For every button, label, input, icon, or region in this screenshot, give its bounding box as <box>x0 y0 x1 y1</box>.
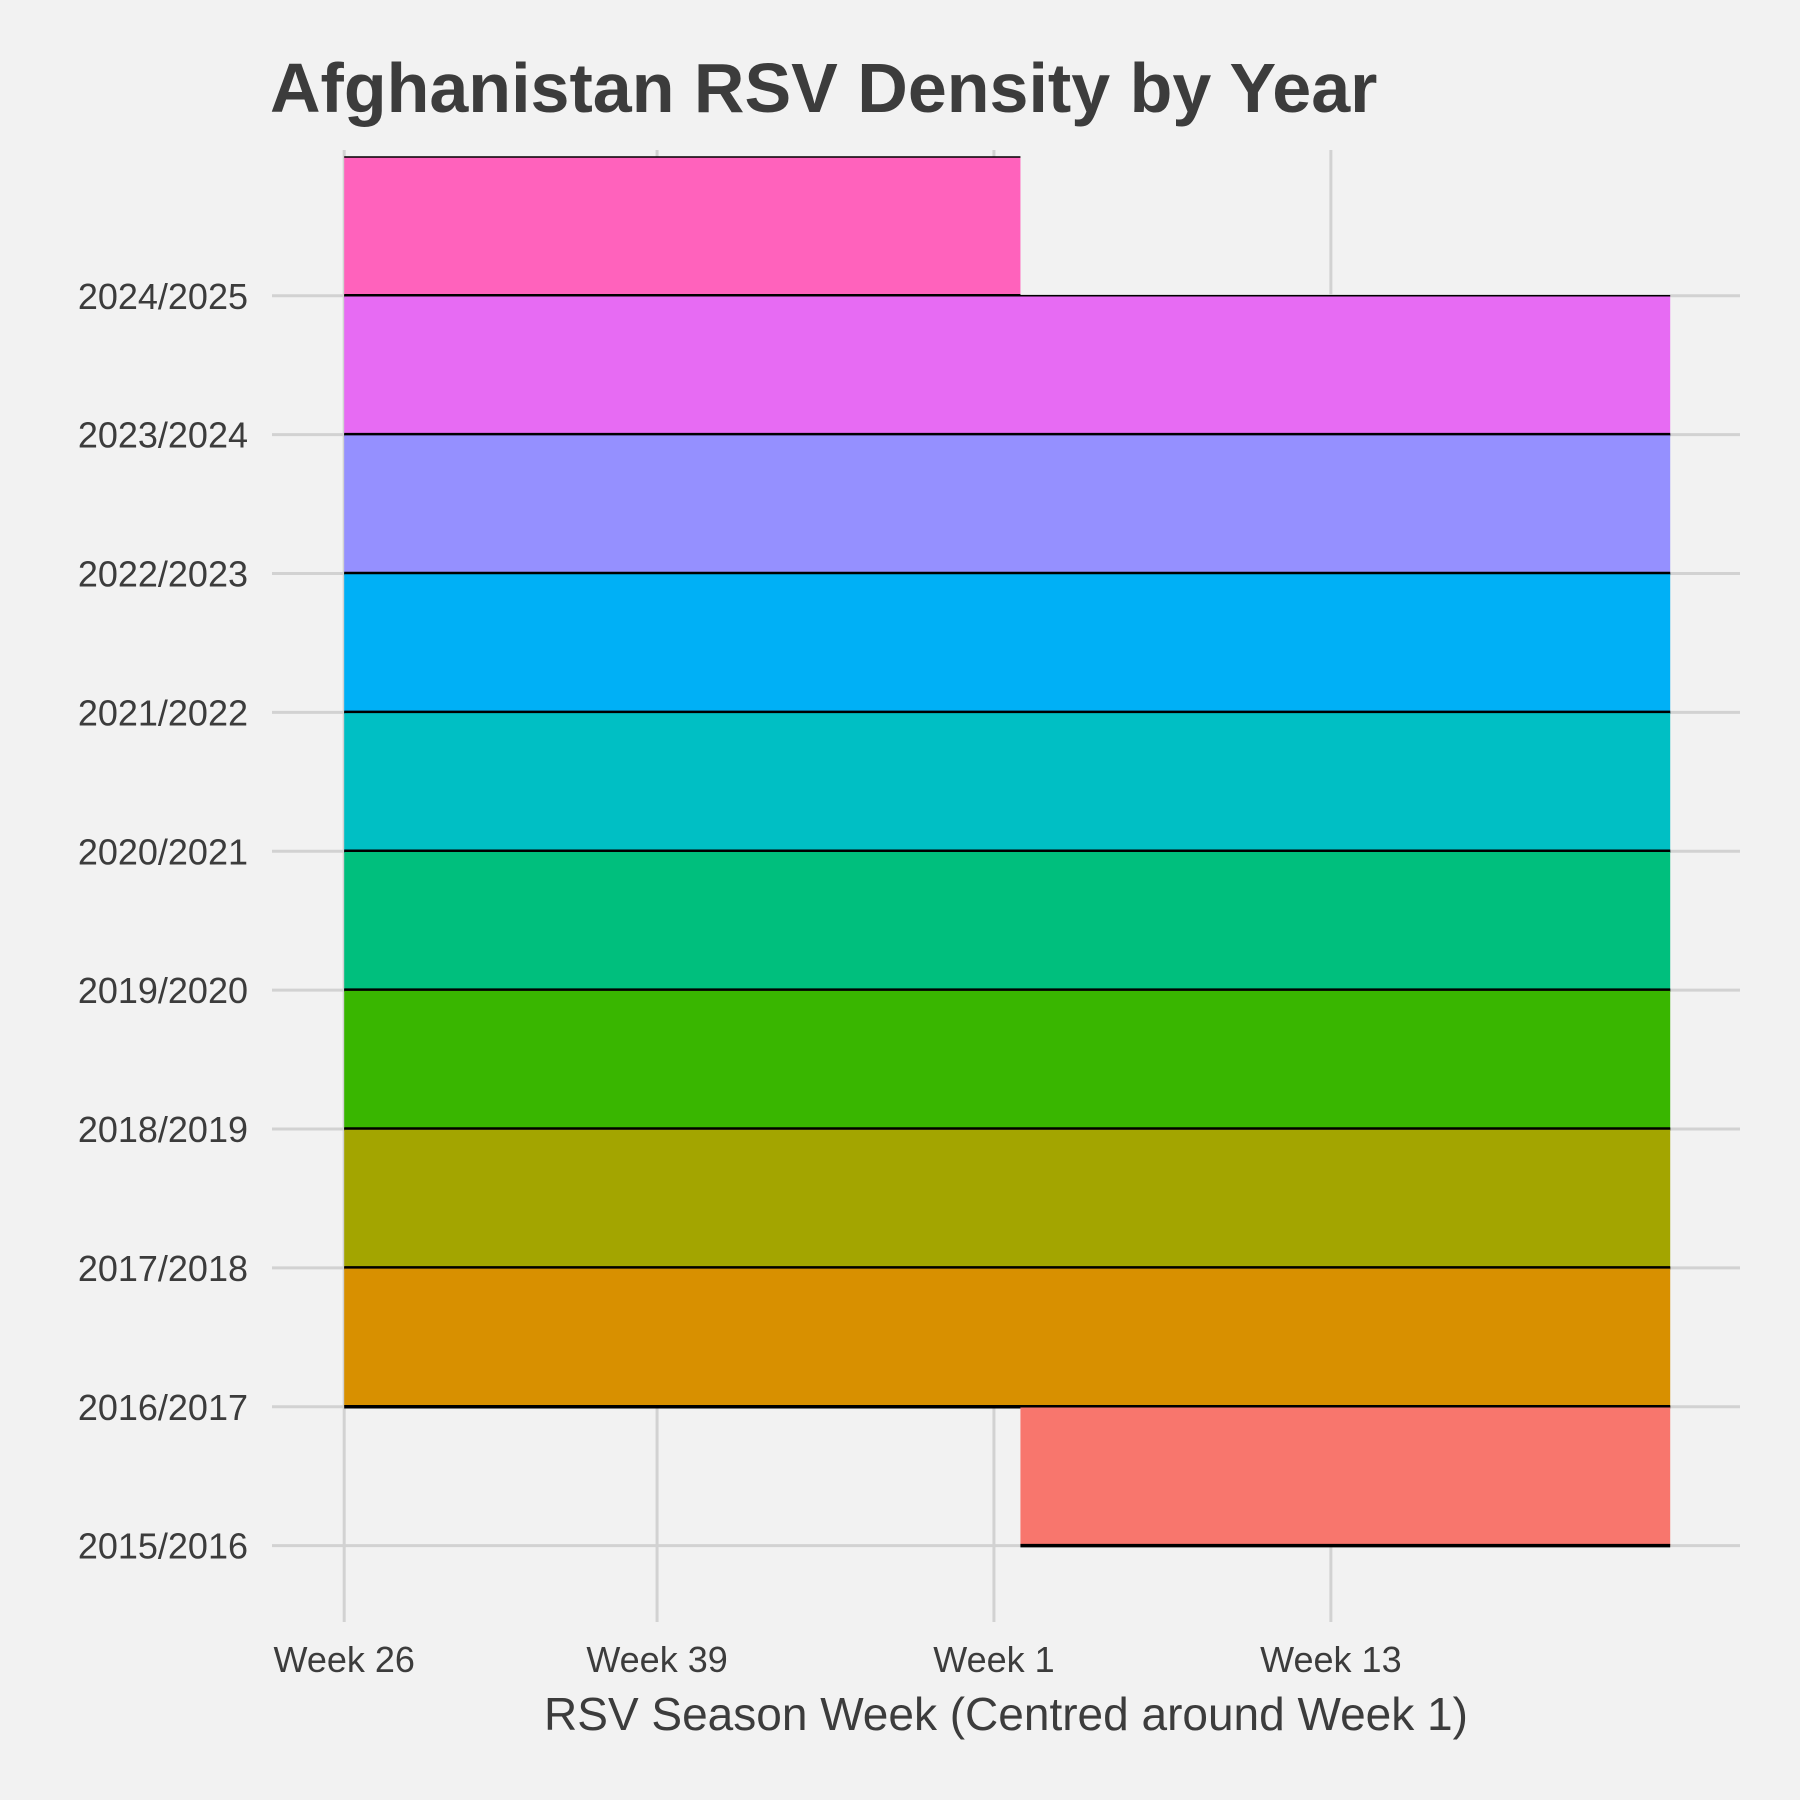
ridge-fill <box>344 990 1671 1130</box>
ridge-fill <box>344 434 1671 574</box>
ridge-fill <box>344 156 1021 296</box>
ridge-fill <box>1020 1406 1671 1546</box>
y-tick-label: 2016/2017 <box>78 1387 248 1428</box>
x-tick-label: Week 26 <box>273 1639 414 1680</box>
ridge-2019-2020 <box>344 850 1671 992</box>
y-tick-label: 2015/2016 <box>78 1526 248 1567</box>
ridges <box>344 156 1671 1548</box>
y-tick-label: 2017/2018 <box>78 1248 248 1289</box>
ridge-2018-2019 <box>344 989 1671 1131</box>
ridge-fill <box>344 712 1671 852</box>
chart-title: Afghanistan RSV Density by Year <box>270 49 1377 127</box>
ridge-2015-2016 <box>1020 1406 1671 1548</box>
y-tick-label: 2024/2025 <box>78 276 248 317</box>
x-tick-label: Week 39 <box>586 1639 727 1680</box>
ridge-2020-2021 <box>344 711 1671 854</box>
ridge-fill <box>344 851 1671 991</box>
ridge-2017-2018 <box>344 1128 1671 1270</box>
y-tick-label: 2019/2020 <box>78 970 248 1011</box>
ridge-fill <box>344 573 1671 713</box>
y-tick-label: 2018/2019 <box>78 1109 248 1150</box>
x-axis-title: RSV Season Week (Centred around Week 1) <box>544 1688 1468 1740</box>
ridge-fill <box>344 1129 1671 1268</box>
x-tick-label: Week 1 <box>933 1639 1054 1680</box>
ridge-2021-2022 <box>344 572 1671 715</box>
y-tick-label: 2021/2022 <box>78 692 248 733</box>
ridge-2022-2023 <box>344 433 1671 576</box>
y-tick-labels: 2015/2016 2016/2017 2017/2018 2018/2019 2019… <box>78 276 248 1567</box>
x-tick-labels: Week 26 Week 39 Week 1 Week 13 <box>273 1639 1401 1680</box>
y-tick-label: 2022/2023 <box>78 554 248 595</box>
y-tick-label: 2020/2021 <box>78 831 248 872</box>
ridge-2023-2024 <box>344 295 1671 437</box>
ridge-fill <box>344 295 1671 435</box>
ridge-fill <box>344 1267 1671 1407</box>
ridge-2024-2025 <box>344 156 1021 298</box>
ridge-2016-2017 <box>344 1267 1671 1409</box>
y-tick-label: 2023/2024 <box>78 415 248 456</box>
x-tick-label: Week 13 <box>1260 1639 1401 1680</box>
